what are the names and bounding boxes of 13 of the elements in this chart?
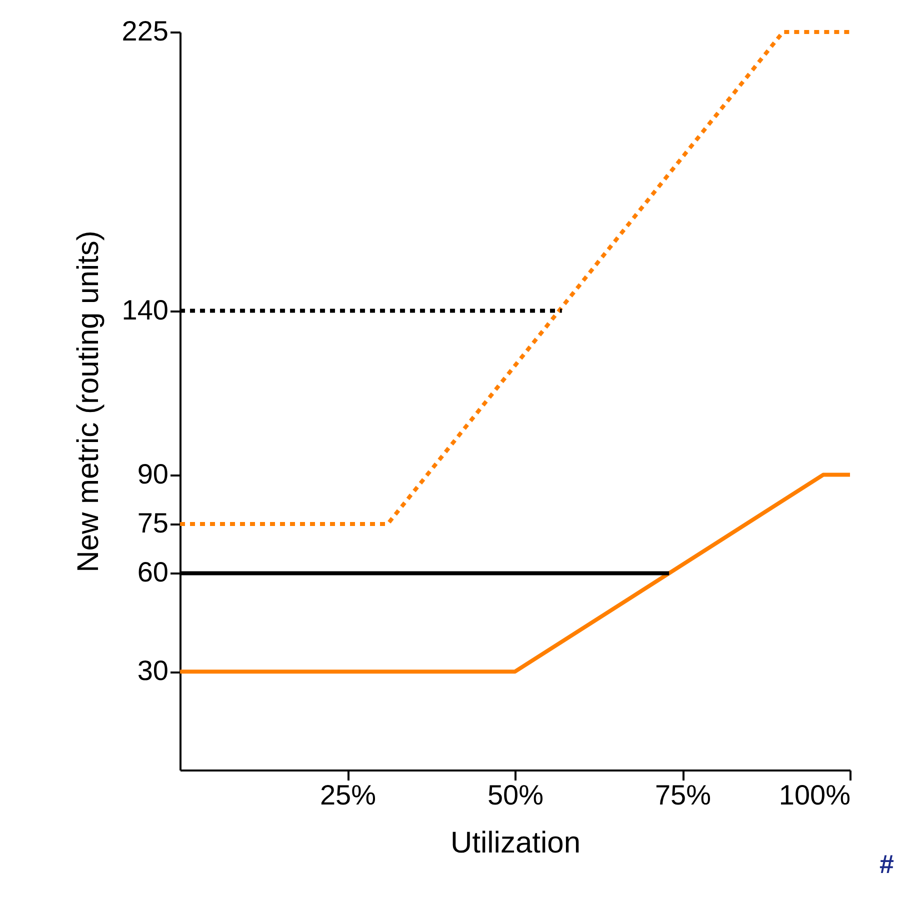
y-tick-label: 140: [122, 294, 168, 326]
y-tick-label: 75: [137, 508, 168, 538]
x-tick-label: 100%: [778, 780, 850, 810]
x-tick-label: 25%: [320, 780, 376, 810]
x-tick-label: 50%: [487, 780, 544, 810]
y-axis-title: New metric (routing units): [72, 230, 105, 572]
text: #: [880, 849, 895, 879]
x-tick-label: 75%: [654, 780, 712, 810]
x-axis-title: Utilization: [450, 826, 581, 860]
y-tick-label: 30: [137, 655, 168, 686]
y-tick-label: 60: [137, 556, 168, 588]
y-tick-label: 225: [122, 16, 168, 46]
y-tick-label: 90: [137, 458, 168, 490]
